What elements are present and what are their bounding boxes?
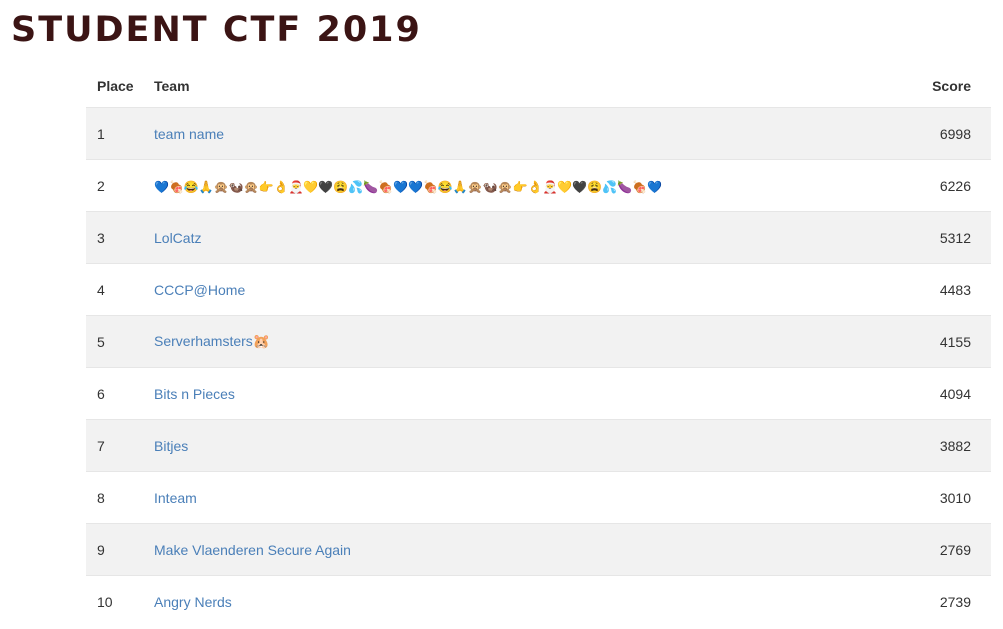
header-score[interactable]: Score [932,77,971,94]
team-link[interactable]: Make Vlaenderen Secure Again [154,541,351,558]
score-cell: 4155 [904,315,991,368]
place-cell: 1 [86,107,143,160]
team-link[interactable]: 💙🍖😂🙏🙊🦦🙊👉👌🎅💛🖤😩💦🍆🍖💙💙🍖😂🙏🙊🦦🙊👉👌🎅💛🖤😩💦🍆🍖💙 [154,179,663,194]
score-cell: 6226 [904,159,991,212]
score-cell: 3010 [904,471,991,524]
scoreboard-table: Place Team Score 1 team name 6998 2 💙🍖😂🙏… [86,64,991,627]
team-link[interactable]: LolCatz [154,229,202,246]
team-link[interactable]: CCCP@Home [154,281,246,298]
place-cell: 6 [86,367,143,420]
place-cell: 7 [86,419,143,472]
table-row: 5 Serverhamsters🐹 4155 [86,315,991,368]
team-link[interactable]: team name [154,125,225,142]
place-cell: 9 [86,523,143,576]
score-cell: 4483 [904,263,991,316]
score-cell: 2739 [904,575,991,627]
place-cell: 4 [86,263,143,316]
table-row: 7 Bitjes 3882 [86,419,991,472]
place-cell: 2 [86,159,143,212]
header-place[interactable]: Place [97,77,134,94]
team-link[interactable]: Serverhamsters🐹 [154,333,271,349]
team-link[interactable]: Inteam [154,489,197,506]
header-team[interactable]: Team [154,77,190,94]
table-row: 9 Make Vlaenderen Secure Again 2769 [86,523,991,576]
team-link[interactable]: Bits n Pieces [154,385,235,402]
score-cell: 6998 [904,107,991,160]
page-title: STUDENT CTF 2019 [11,10,422,50]
score-cell: 4094 [904,367,991,420]
table-row: 8 Inteam 3010 [86,471,991,524]
table-row: 6 Bits n Pieces 4094 [86,367,991,420]
team-link[interactable]: Angry Nerds [154,593,232,610]
place-cell: 10 [86,575,143,627]
score-cell: 5312 [904,211,991,264]
place-cell: 8 [86,471,143,524]
table-row: 10 Angry Nerds 2739 [86,575,991,627]
score-cell: 3882 [904,419,991,472]
place-cell: 3 [86,211,143,264]
table-header-row: Place Team Score [86,64,991,108]
table-row: 4 CCCP@Home 4483 [86,263,991,316]
team-link[interactable]: Bitjes [154,437,189,454]
table-row: 1 team name 6998 [86,107,991,160]
table-row: 2 💙🍖😂🙏🙊🦦🙊👉👌🎅💛🖤😩💦🍆🍖💙💙🍖😂🙏🙊🦦🙊👉👌🎅💛🖤😩💦🍆🍖💙 622… [86,159,991,212]
score-cell: 2769 [904,523,991,576]
place-cell: 5 [86,315,143,368]
table-row: 3 LolCatz 5312 [86,211,991,264]
